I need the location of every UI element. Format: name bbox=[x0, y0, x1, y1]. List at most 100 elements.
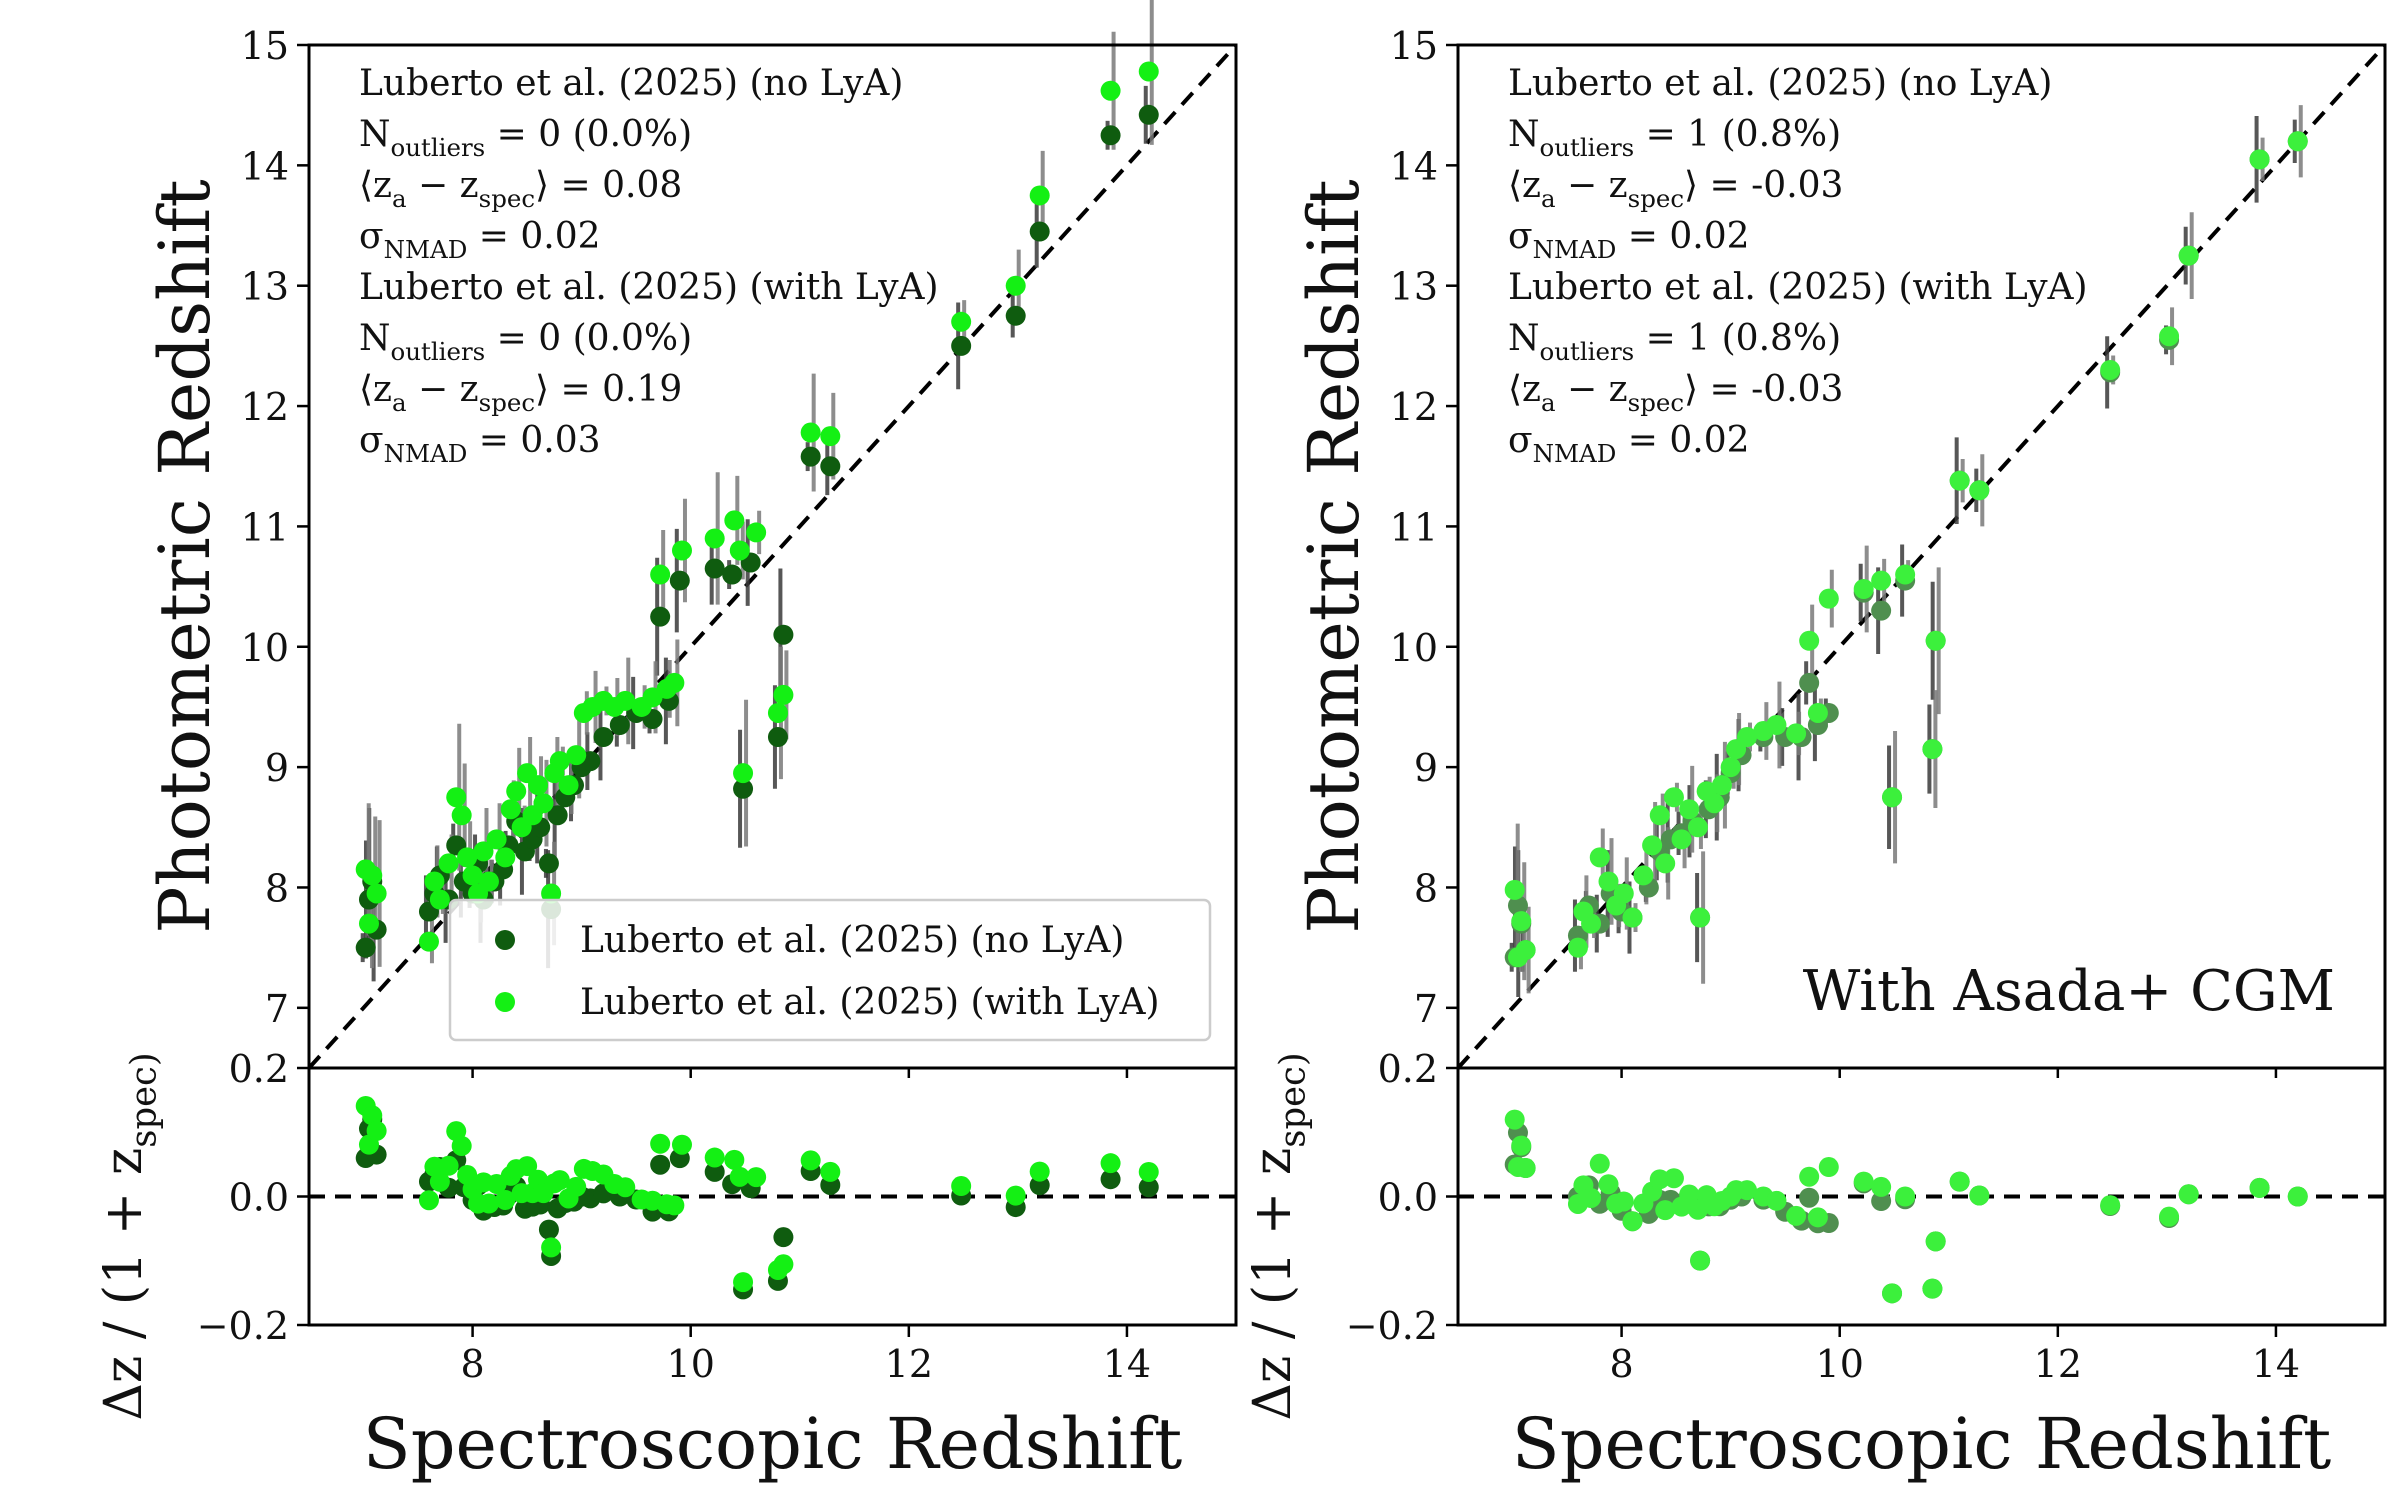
residual-point bbox=[1679, 1184, 1700, 1205]
residual-point bbox=[704, 1147, 725, 1168]
residual-point bbox=[729, 1166, 750, 1187]
residual-tick-label: −0.2 bbox=[1346, 1304, 1438, 1348]
data-point bbox=[1581, 913, 1602, 934]
residual-point bbox=[650, 1154, 671, 1175]
data-point bbox=[1504, 879, 1525, 900]
residual-point bbox=[1853, 1171, 1874, 1192]
data-point bbox=[1720, 757, 1741, 778]
data-point bbox=[1711, 775, 1732, 796]
data-point bbox=[566, 745, 587, 766]
residual-point bbox=[362, 1105, 383, 1126]
residual-point bbox=[1504, 1109, 1525, 1130]
data-point bbox=[1737, 727, 1758, 748]
residual-point bbox=[1511, 1135, 1532, 1156]
data-point bbox=[1687, 817, 1708, 838]
data-point bbox=[773, 624, 794, 645]
data-point bbox=[724, 510, 745, 531]
series-1-points bbox=[1504, 131, 2308, 968]
residual-point bbox=[1589, 1153, 1610, 1174]
residual-point bbox=[664, 1195, 685, 1216]
residual-point bbox=[724, 1149, 745, 1170]
residual-point bbox=[1138, 1177, 1159, 1198]
data-point bbox=[446, 787, 467, 808]
stats-line: σNMAD = 0.02 bbox=[1508, 216, 1750, 264]
series-0-residuals bbox=[1504, 1122, 2308, 1304]
residual-point bbox=[800, 1150, 821, 1171]
data-point bbox=[1138, 61, 1159, 82]
data-point bbox=[366, 883, 387, 904]
x-tick-label: 12 bbox=[885, 1342, 933, 1386]
data-point bbox=[451, 805, 472, 826]
residual-point bbox=[2249, 1177, 2270, 1198]
y-tick-label: 12 bbox=[241, 385, 289, 429]
residual-point bbox=[1737, 1180, 1758, 1201]
data-point bbox=[1949, 470, 1970, 491]
x-tick-label: 10 bbox=[1816, 1342, 1864, 1386]
x-tick-label: 10 bbox=[667, 1342, 715, 1386]
residual-point bbox=[1622, 1211, 1643, 1232]
data-point bbox=[418, 931, 439, 952]
data-point bbox=[533, 793, 554, 814]
data-point bbox=[1871, 570, 1892, 591]
residual-point bbox=[820, 1161, 841, 1182]
residual-point bbox=[773, 1227, 794, 1248]
data-point bbox=[800, 422, 821, 443]
data-point bbox=[773, 684, 794, 705]
legend-marker bbox=[495, 992, 515, 1012]
residual-point bbox=[1100, 1169, 1121, 1190]
stats-line: σNMAD = 0.03 bbox=[359, 420, 601, 468]
legend-box bbox=[448, 898, 1212, 1042]
data-point bbox=[1925, 630, 1946, 651]
y-tick-label: 13 bbox=[1390, 265, 1438, 309]
data-point bbox=[362, 865, 383, 886]
residual-point bbox=[495, 1189, 516, 1210]
residual-point bbox=[1925, 1231, 1946, 1252]
data-point bbox=[733, 778, 754, 799]
data-point bbox=[1029, 185, 1050, 206]
residual-point bbox=[538, 1219, 559, 1240]
data-point bbox=[800, 446, 821, 467]
data-point bbox=[951, 335, 972, 356]
series-1-points bbox=[355, 61, 1159, 952]
y-tick-label: 7 bbox=[1414, 987, 1438, 1031]
data-point bbox=[457, 847, 478, 868]
data-point bbox=[1799, 630, 1820, 651]
data-point bbox=[355, 937, 376, 958]
data-point bbox=[767, 727, 788, 748]
data-point bbox=[1704, 793, 1725, 814]
data-point bbox=[593, 727, 614, 748]
panel-right: 7 8 9 10 11 12 13 14 15 0.2 0.0 −0.2 8 10 12 14 Spectros… bbox=[1243, 24, 2387, 1485]
residual-tick-label: 0.2 bbox=[1378, 1047, 1438, 1091]
y-axis-label: Photometric Redshift bbox=[1293, 179, 1375, 933]
residual-point bbox=[704, 1161, 725, 1182]
stats-line: ⟨za − zspec⟩ = -0.03 bbox=[1508, 369, 1843, 417]
data-point bbox=[820, 426, 841, 447]
data-point bbox=[609, 714, 630, 735]
residual-y-axis-label: Δz / (1 + zspec) bbox=[1243, 1052, 1314, 1420]
residual-point bbox=[1138, 1161, 1159, 1182]
data-point bbox=[1005, 275, 1026, 296]
y-tick-label: 15 bbox=[241, 24, 289, 68]
data-point bbox=[767, 702, 788, 723]
y-tick-label: 12 bbox=[1390, 385, 1438, 429]
residual-point bbox=[1581, 1187, 1602, 1208]
data-point bbox=[1671, 829, 1692, 850]
y-tick-label: 8 bbox=[265, 866, 289, 910]
y-tick-label: 14 bbox=[241, 144, 289, 188]
data-point bbox=[729, 540, 750, 561]
residual-tick-label: 0.0 bbox=[1378, 1176, 1438, 1220]
data-point bbox=[650, 564, 671, 585]
residual-point bbox=[566, 1176, 587, 1197]
x-tick-label: 8 bbox=[460, 1342, 484, 1386]
residual-point bbox=[1786, 1205, 1807, 1226]
x-tick-label: 12 bbox=[2034, 1342, 2082, 1386]
data-point bbox=[1871, 600, 1892, 621]
stats-line: Noutliers = 1 (0.8%) bbox=[1508, 114, 1841, 162]
data-point bbox=[478, 871, 499, 892]
data-point bbox=[473, 841, 494, 862]
data-point bbox=[462, 865, 483, 886]
panel-left: 7 8 9 10 11 12 13 14 15 0.2 0.0 −0.2 8 10 12 14 Spectros… bbox=[94, 0, 1238, 1485]
data-point bbox=[1818, 588, 1839, 609]
data-point bbox=[951, 311, 972, 332]
residual-point bbox=[2178, 1184, 2199, 1205]
